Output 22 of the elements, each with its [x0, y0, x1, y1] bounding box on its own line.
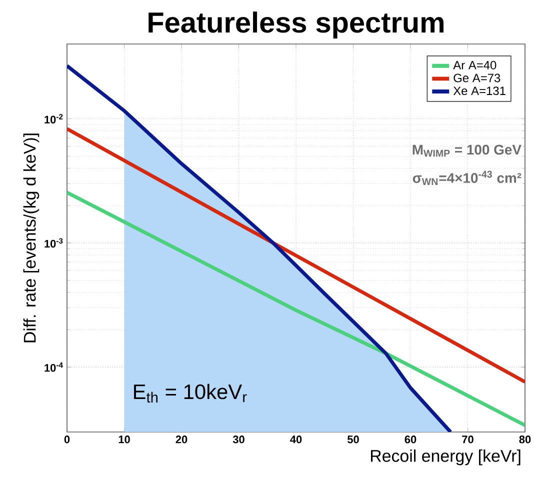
x-tick-label: 50 [348, 436, 359, 444]
x-tick-label: 60 [404, 436, 416, 444]
x-tick-label: 70 [462, 436, 474, 444]
x-tick-label: 80 [519, 436, 531, 444]
line-series [67, 190, 526, 428]
y-tick-label: 10$^{-4}$ [44, 362, 63, 372]
x-tick-label: 10 [118, 436, 130, 444]
annotation: M$_{WIMP}$ = 100 GeV [412, 144, 522, 157]
x-axis-title: Recoil energy [keVr] [371, 449, 520, 466]
legend-label: Ge A=73 [454, 74, 500, 82]
y-tick-label: 10$^{-3}$ [44, 238, 63, 248]
annotation: σ$_{WN}$=4×10$^{-43}$ cm² [412, 170, 522, 185]
y-tick-label: 10$^{-2}$ [44, 114, 63, 124]
x-tick-label: 20 [176, 436, 188, 444]
legend-label: Ar A=40 [453, 60, 496, 70]
chart-title: Featureless spectrum [148, 12, 444, 39]
y-axis-title: Diff. rate [events/(kg d keV)] [23, 134, 40, 342]
x-tick-label: 0 [64, 436, 70, 444]
x-tick-label: 40 [290, 436, 302, 444]
legend-label: Xe A=131 [453, 86, 506, 96]
annotation: E$_{th}$ = 10keV$_{r}$ [134, 384, 247, 403]
x-tick-label: 30 [232, 436, 244, 444]
